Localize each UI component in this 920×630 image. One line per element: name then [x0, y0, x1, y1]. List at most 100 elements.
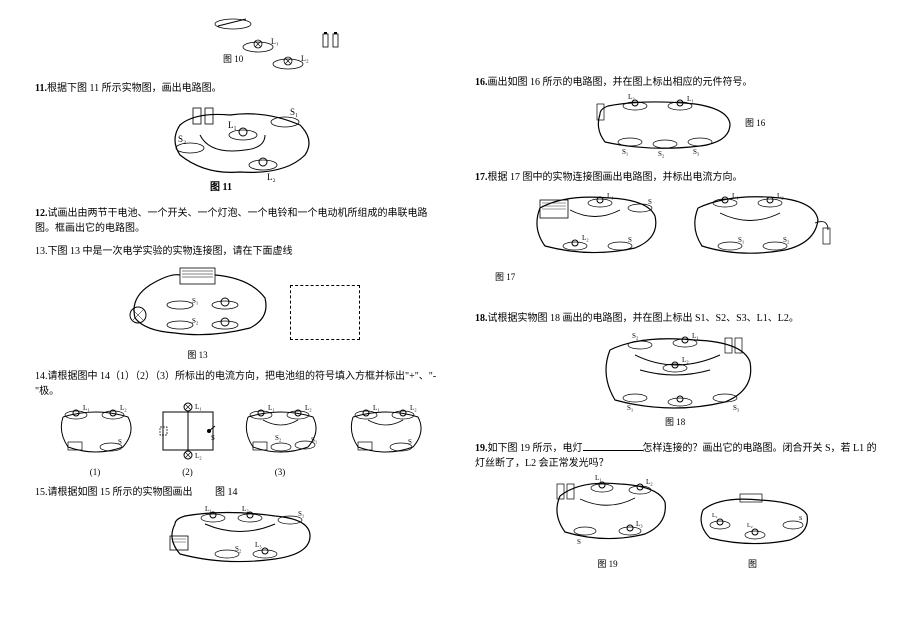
svg-text:S₁: S₁ [311, 436, 317, 444]
question-13: 13.下图 13 中是一次电学实验的实物连接图，请在下面虚线 S₁ [35, 244, 445, 361]
q17-num: 17. [475, 172, 488, 183]
q19-num: 19. [475, 443, 488, 454]
svg-text:S₂: S₂ [783, 236, 790, 244]
svg-text:S₂: S₂ [632, 332, 639, 340]
question-17: 17.根据 17 图中的实物连接图画出电路图，并标出电流方向。 L₁ S L₂ … [475, 170, 885, 283]
figure-10: L₁ L₂ 图 10 [95, 14, 445, 77]
fig14-3: L₁ L₂ S₂ S₁ (3) [233, 402, 328, 477]
svg-text:S₂: S₂ [658, 150, 665, 158]
circuit-fig14-3: L₁ L₂ S₂ S₁ [233, 402, 328, 462]
svg-text:L₁: L₁ [732, 192, 739, 200]
svg-text:S₁: S₁ [622, 148, 628, 156]
svg-text:L₂: L₂ [777, 192, 784, 200]
q12-num: 12. [35, 208, 48, 219]
right-column: 16.画出如图 16 所示的电路图，并在图上标出相应的元件符号。 L₂ L₁ S… [460, 10, 900, 620]
figure-16-wrap: L₂ L₁ S₁ S₂ S₃ 图 16 [475, 94, 885, 162]
fig13-label: 图 13 [120, 348, 275, 361]
q11-num: 11. [35, 83, 47, 94]
fig11-label: 图 11 [210, 181, 232, 193]
question-16: 16.画出如图 16 所示的电路图，并在图上标出相应的元件符号。 L₂ L₁ S… [475, 75, 885, 162]
q15-text: 15.请根据如图 15 所示的实物图画出 图 14 [35, 485, 445, 500]
svg-text:L₁: L₁ [228, 120, 237, 130]
answer-box-13 [290, 285, 360, 340]
fig14-1: L₁ L₂ S (1) [48, 402, 143, 477]
q13-num: 13. [35, 246, 48, 257]
left-column: L₁ L₂ 图 10 11.根据下图 11 所示实物图，画出电路图。 [20, 10, 460, 620]
question-12: 12.试画出由两节干电池、一个开关、一个灯泡、一个电铃和一个电动机所组成的串联电… [35, 206, 445, 236]
figure-18-wrap: S₂ L₁ L₂ S₁ S₃ 图 18 [475, 330, 885, 433]
question-11: 11.根据下图 11 所示实物图，画出电路图。 S₁ L₁ S₂ L₂ 图 11 [35, 81, 445, 198]
figure-13-wrap: S₁ S₂ 图 13 [35, 263, 445, 361]
svg-text:S₂: S₂ [235, 545, 242, 553]
question-19: 19.如下图 19 所示，电灯怎样连接的？画出它的电路图。闭合开关 S，若 L1… [475, 441, 885, 570]
svg-text:L₂: L₂ [267, 172, 276, 182]
svg-text:L₂: L₂ [120, 404, 127, 412]
svg-text:L₁: L₁ [195, 403, 202, 411]
q15-num: 15. [35, 487, 48, 498]
fig14-2-label: (2) [153, 467, 223, 477]
q18-body: 试根据实物图 18 画出的电路图，并在图上标出 S1、S2、S3、L1、L2。 [488, 313, 799, 324]
svg-text:S₃: S₃ [733, 404, 740, 412]
svg-text:S₁: S₁ [738, 236, 744, 244]
svg-text:L₁: L₁ [268, 404, 275, 412]
svg-text:S: S [799, 516, 802, 522]
question-15: 15.请根据如图 15 所示的实物图画出 图 14 L₁ L₂ S₁ S₂ [35, 485, 445, 572]
q16-body: 画出如图 16 所示的电路图，并在图上标出相应的元件符号。 [488, 77, 753, 88]
svg-text:S₁: S₁ [192, 297, 198, 305]
svg-text:S₁: S₁ [627, 404, 633, 412]
svg-text:L₁: L₁ [595, 474, 602, 482]
q12-text: 12.试画出由两节干电池、一个开关、一个灯泡、一个电铃和一个电动机所组成的串联电… [35, 206, 445, 236]
q18-num: 18. [475, 313, 488, 324]
svg-text:L₁: L₁ [687, 95, 694, 103]
circuit-fig14-2: L₁ L₂ S [153, 402, 223, 462]
circuit-fig13: S₁ S₂ [120, 263, 275, 343]
svg-text:L₁: L₁ [712, 513, 718, 519]
circuit-fig11: S₁ L₁ S₂ L₂ 图 11 [155, 100, 325, 195]
circuit-fig10: L₁ L₂ 图 10 [198, 14, 343, 74]
svg-text:L₁: L₁ [205, 505, 212, 513]
fig14-label: 图 14 [215, 487, 238, 498]
q19-text: 19.如下图 19 所示，电灯怎样连接的？画出它的电路图。闭合开关 S，若 L1… [475, 441, 885, 471]
q16-text: 16.画出如图 16 所示的电路图，并在图上标出相应的元件符号。 [475, 75, 885, 90]
q13-body: 下图 13 中是一次电学实验的实物连接图，请在下面虚线 [48, 246, 293, 257]
fig19-label: 图 19 [540, 557, 675, 570]
circuit-fig19-a: L₁ L₂ S L₃ [540, 474, 675, 552]
circuit-fig15: L₁ L₂ S₁ S₂ L₃ [155, 504, 325, 569]
svg-text:L₂: L₂ [747, 523, 753, 529]
fig16-label: 图 16 [745, 118, 766, 128]
svg-text:L₂: L₂ [628, 94, 635, 101]
svg-text:S: S [118, 438, 122, 446]
q11-body: 根据下图 11 所示实物图，画出电路图。 [47, 83, 222, 94]
svg-text:L₃: L₃ [636, 520, 643, 528]
svg-text:L₁: L₁ [83, 404, 90, 412]
q14-body: 请根据图中 14（1）（2）（3）所标出的电流方向，把电池组的符号填入方框并标出… [35, 371, 436, 397]
svg-text:S: S [648, 198, 652, 206]
svg-text:L₂: L₂ [682, 356, 689, 364]
q11-text: 11.根据下图 11 所示实物图，画出电路图。 [35, 81, 445, 96]
svg-text:S: S [577, 538, 581, 546]
svg-text:L₂: L₂ [301, 54, 309, 63]
svg-text:S: S [408, 438, 412, 446]
figure-15-wrap: L₁ L₂ S₁ S₂ L₃ [35, 504, 445, 572]
circuit-fig16: L₂ L₁ S₁ S₂ S₃ 图 16 [580, 94, 780, 159]
q15-body: 请根据如图 15 所示的实物图画出 [48, 487, 193, 498]
circuit-fig17-a: L₁ S L₂ S [520, 188, 670, 268]
q12-body: 试画出由两节干电池、一个开关、一个灯泡、一个电铃和一个电动机所组成的串联电路图。… [35, 208, 428, 234]
svg-text:S₂: S₂ [178, 134, 186, 144]
circuit-fig14-4: L₁ L₂ S [338, 402, 433, 462]
fig14-3-label: (3) [233, 467, 328, 477]
circuit-fig17-b: L₁ L₂ S₁ S₂ [680, 188, 840, 268]
svg-text:L₁: L₁ [373, 404, 380, 412]
fig18-label: 图 18 [665, 417, 686, 427]
svg-text:S: S [628, 236, 632, 244]
figure-11-wrap: S₁ L₁ S₂ L₂ 图 11 [35, 100, 445, 198]
question-14: 14.请根据图中 14（1）（2）（3）所标出的电流方向，把电池组的符号填入方框… [35, 369, 445, 477]
q13-text: 13.下图 13 中是一次电学实验的实物连接图，请在下面虚线 [35, 244, 445, 259]
svg-text:S: S [211, 434, 215, 442]
svg-text:S₂: S₂ [275, 434, 282, 442]
q17-text: 17.根据 17 图中的实物连接图画出电路图，并标出电流方向。 [475, 170, 885, 185]
question-18: 18.试根据实物图 18 画出的电路图，并在图上标出 S1、S2、S3、L1、L… [475, 311, 885, 433]
q19-body-a: 如下图 19 所示，电灯 [488, 443, 583, 454]
figure-19-wrap: L₁ L₂ S L₃ 图 19 L₁ [475, 474, 885, 570]
svg-text:L₃: L₃ [255, 541, 262, 549]
